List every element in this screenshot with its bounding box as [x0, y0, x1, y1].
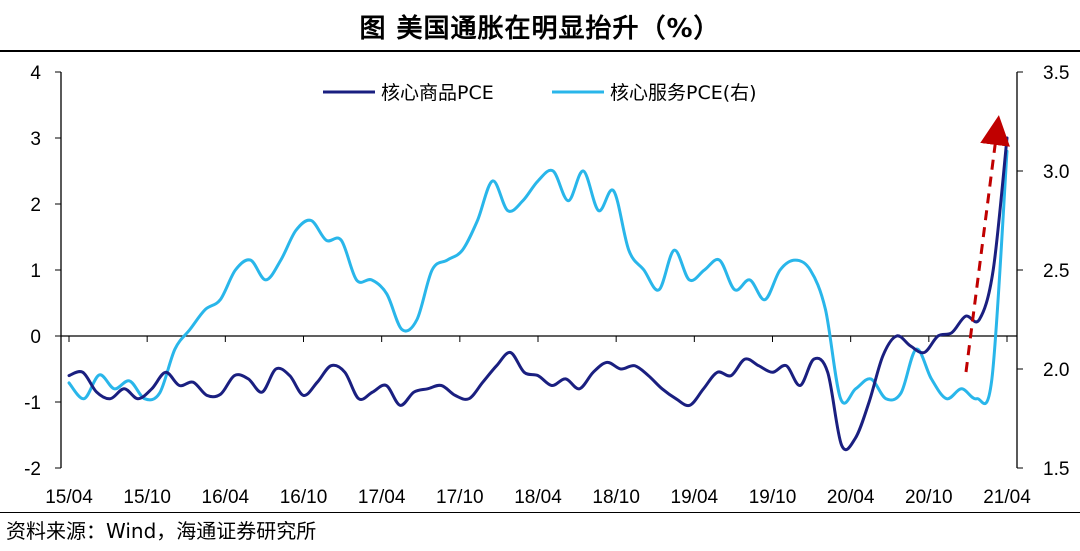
right-tick-label: 3.0: [1043, 162, 1069, 183]
trend-arrow: [964, 115, 1010, 373]
line-chart: 4 3 2 1 0 -1 -2 3.5 3.0 2.5 2.0 1.5 15/04 15/10 16/04 1…: [24, 63, 1069, 508]
legend-services-label: 核心服务PCE(右): [610, 82, 757, 104]
left-tick-label: 2: [30, 195, 41, 216]
x-tick-label: 16/04: [202, 487, 250, 508]
right-tick-label: 1.5: [1043, 459, 1069, 480]
left-tick-label: 0: [30, 327, 41, 348]
x-tick-label: 21/04: [983, 487, 1031, 508]
legend-goods-label: 核心商品PCE: [381, 82, 494, 104]
x-tick-label: 18/10: [592, 487, 640, 508]
right-tick-label: 3.5: [1043, 63, 1069, 84]
title-divider: [0, 50, 1080, 52]
right-tick-label: 2.5: [1043, 261, 1069, 282]
x-tick-label: 20/10: [905, 487, 953, 508]
left-tick-label: 3: [30, 129, 41, 150]
x-tick-label: 15/04: [45, 487, 93, 508]
left-tick-label: 4: [30, 63, 41, 84]
x-tick-label: 16/10: [280, 487, 328, 508]
x-tick-label: 19/04: [671, 487, 719, 508]
x-tick-label: 15/10: [123, 487, 171, 508]
x-tick-label: 17/10: [436, 487, 484, 508]
left-tick-label: -2: [24, 459, 41, 480]
source-note: 资料来源：Wind，海通证券研究所: [6, 519, 317, 543]
chart-legend: 核心商品PCE 核心服务PCE(右): [323, 82, 757, 104]
series-line-core-services-pce: [67, 149, 1009, 406]
footer-divider: [0, 512, 1080, 513]
x-tick-label: 18/04: [514, 487, 562, 508]
x-tick-label: 19/10: [749, 487, 797, 508]
left-tick-label: 1: [30, 261, 41, 282]
left-tick-label: -1: [24, 393, 41, 414]
right-tick-label: 2.0: [1043, 360, 1069, 381]
series-line-core-goods-pce: [67, 136, 1009, 452]
x-tick-label: 20/04: [827, 487, 875, 508]
chart-title: 图 美国通胀在明显抬升（%）: [359, 14, 721, 44]
x-tick-label: 17/04: [358, 487, 406, 508]
